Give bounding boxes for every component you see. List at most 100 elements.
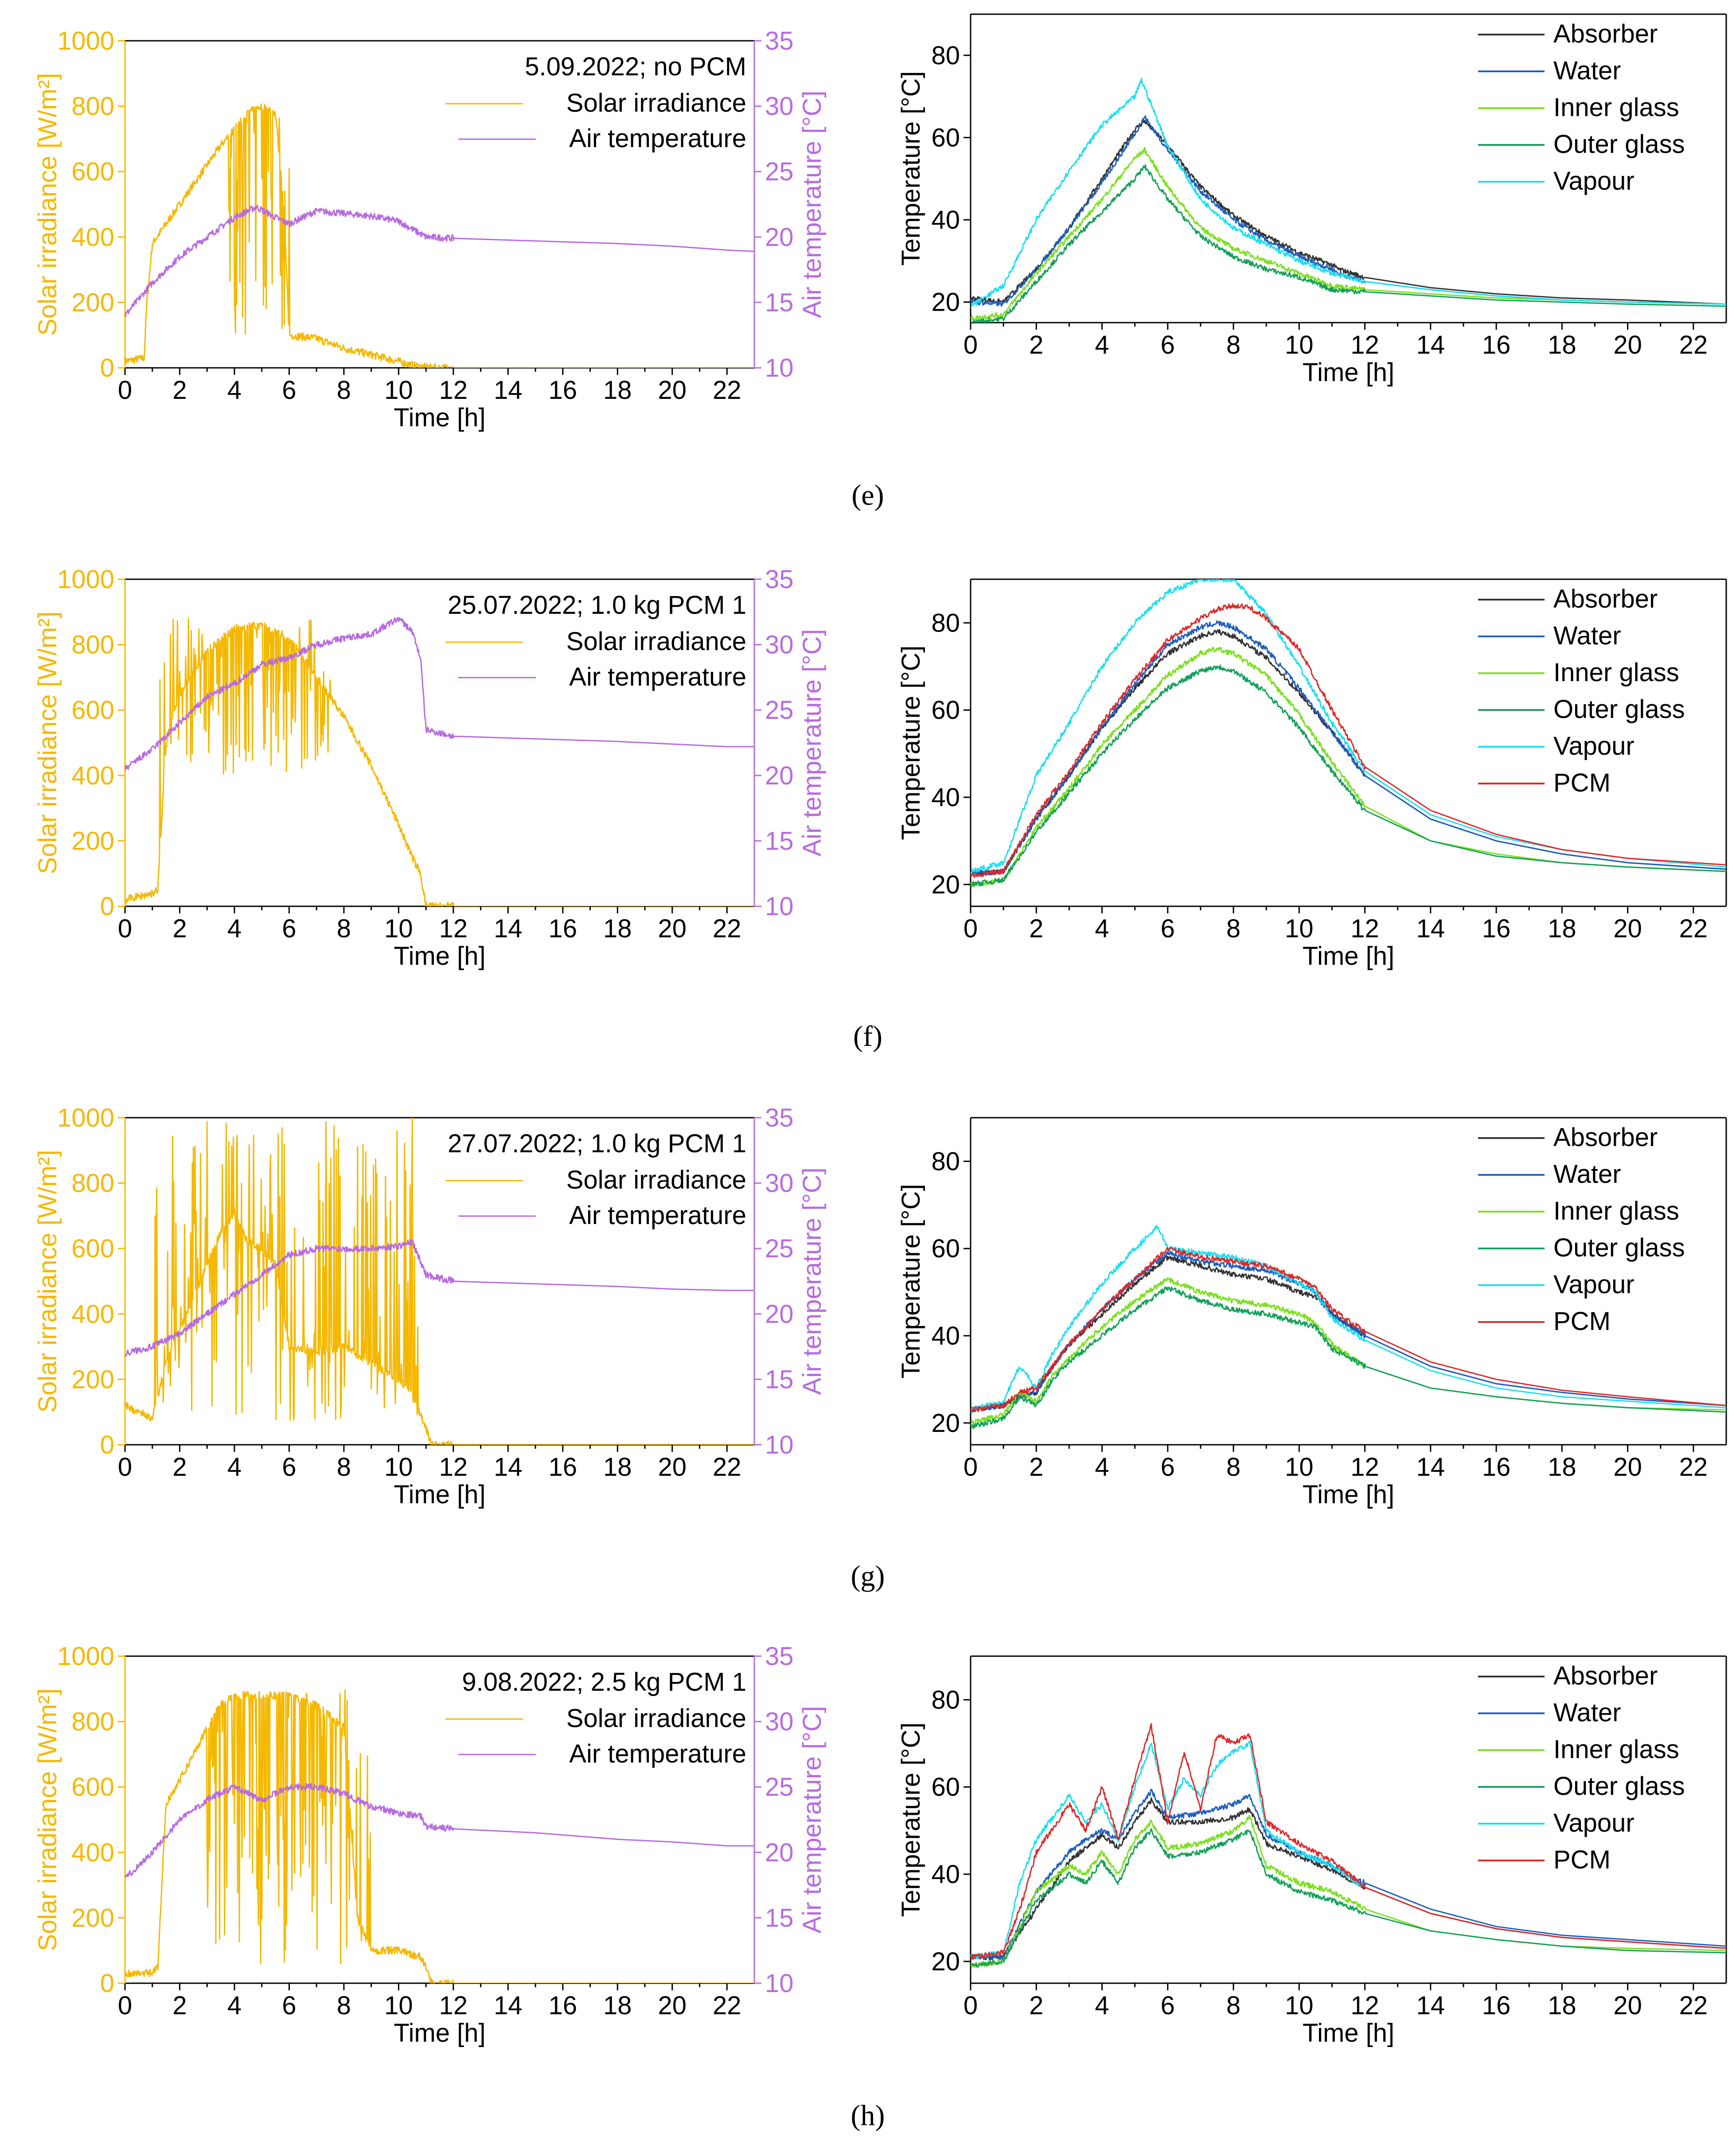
x-tick-label: 6 <box>282 1991 296 2020</box>
plot-area <box>971 78 1726 323</box>
y-tick-label: 400 <box>71 761 114 790</box>
y-tick-label: 200 <box>71 827 114 855</box>
x-tick-label: 22 <box>1679 914 1708 943</box>
x-tick-label: 6 <box>1161 1991 1175 2020</box>
y2-tick-label: 15 <box>765 1365 794 1394</box>
x-tick-label: 16 <box>549 1453 577 1482</box>
x-tick-label: 10 <box>1285 1991 1314 2020</box>
series-line-solar-irradiance <box>125 1118 754 1445</box>
y-tick-label: 60 <box>931 696 960 725</box>
x-tick-label: 22 <box>1679 1453 1708 1482</box>
y-tick-label: 1000 <box>57 565 114 594</box>
x-tick-label: 20 <box>1613 1453 1642 1482</box>
legend-label-water: Water <box>1553 1160 1621 1189</box>
plot-area <box>125 1689 754 1983</box>
legend-label-air-temperature: Air temperature <box>569 663 746 691</box>
x-tick-label: 6 <box>282 914 296 943</box>
chart-g-right: 0 2 4 6 8 10 12 14 16 18 20 22 Time [h] 20 40 60 80Tempe… <box>897 1117 1727 1509</box>
y2-tick-label: 10 <box>765 1431 794 1459</box>
legend-label-inner-glass: Inner glass <box>1553 1735 1679 1764</box>
x-tick-label: 4 <box>1095 1453 1109 1482</box>
y-tick-label: 800 <box>71 1169 114 1198</box>
caption-g: (g) <box>851 1560 885 1592</box>
x-tick-label: 0 <box>964 331 978 359</box>
x-tick-label: 10 <box>384 1453 413 1482</box>
x-tick-label: 0 <box>118 914 132 943</box>
caption-e: (e) <box>851 479 884 511</box>
y-tick-label: 1000 <box>57 1104 114 1132</box>
plot-area <box>971 1723 1726 1968</box>
x-tick-label: 14 <box>1416 331 1445 359</box>
legend-label-solar-irradiance: Solar irradiance <box>566 1166 746 1194</box>
y-tick-label: 0 <box>100 354 114 382</box>
x-tick-label: 2 <box>172 1453 187 1482</box>
x-tick-label: 10 <box>1285 331 1314 359</box>
x-tick-label: 12 <box>439 914 468 943</box>
y-tick-label: 1000 <box>57 1642 114 1671</box>
legend-label-solar-irradiance: Solar irradiance <box>566 1704 746 1733</box>
y-tick-label: 80 <box>931 1685 960 1714</box>
y2-tick-label: 15 <box>765 288 794 317</box>
plot-area <box>971 1225 1726 1429</box>
y-tick-label: 0 <box>100 892 114 921</box>
series-line-solar-irradiance <box>125 1689 754 1983</box>
series-line-outer-glass <box>971 1828 1726 1968</box>
x-tick-label: 16 <box>1482 331 1511 359</box>
legend-label-water: Water <box>1553 56 1621 85</box>
x-tick-label: 2 <box>1029 331 1043 359</box>
x-tick-label: 0 <box>964 914 978 943</box>
x-axis-label: Time [h] <box>394 403 485 432</box>
y-tick-label: 600 <box>71 1773 114 1802</box>
plot-area <box>971 579 1726 888</box>
y-tick-label: 40 <box>931 1860 960 1889</box>
x-tick-label: 6 <box>1161 331 1175 359</box>
chart-title: 25.07.2022; 1.0 kg PCM 1 <box>448 591 746 620</box>
x-tick-label: 18 <box>1548 914 1576 943</box>
x-axis-label: Time [h] <box>394 942 485 971</box>
y-tick-label: 1000 <box>57 27 114 55</box>
y-tick-label: 0 <box>100 1969 114 1998</box>
y-axis-label: Temperature [°C] <box>897 1722 925 1917</box>
x-tick-label: 8 <box>337 1991 351 2020</box>
x-tick-label: 20 <box>1613 331 1642 359</box>
x-tick-label: 20 <box>658 914 687 943</box>
y-tick-label: 400 <box>71 223 114 252</box>
x-tick-label: 22 <box>713 1991 741 2020</box>
caption-h: (h) <box>851 2099 885 2132</box>
legend-label-vapour: Vapour <box>1553 1809 1635 1837</box>
y-tick-label: 200 <box>71 1903 114 1932</box>
y-tick-label: 40 <box>931 206 960 234</box>
legend-label-absorber: Absorber <box>1553 585 1658 613</box>
x-tick-label: 16 <box>1482 914 1511 943</box>
x-tick-label: 2 <box>1029 1991 1043 2020</box>
y-tick-label: 800 <box>71 631 114 659</box>
legend-label-water: Water <box>1553 1698 1621 1727</box>
series-line-air-temperature <box>125 204 754 318</box>
y-tick-label: 20 <box>931 288 960 317</box>
x-tick-label: 2 <box>1029 1453 1043 1482</box>
series-line-outer-glass <box>971 1286 1726 1429</box>
x-tick-label: 20 <box>658 1453 687 1482</box>
plot-area <box>125 617 754 906</box>
x-tick-label: 0 <box>118 1991 132 2020</box>
x-tick-label: 10 <box>384 1991 413 2020</box>
y-tick-label: 600 <box>71 1234 114 1263</box>
y2-tick-label: 25 <box>765 157 794 186</box>
y2-axis-label: Air temperature [°C] <box>798 1706 827 1933</box>
y2-tick-label: 30 <box>765 631 794 659</box>
y-tick-label: 200 <box>71 1365 114 1394</box>
legend-label-pcm: PCM <box>1553 768 1611 797</box>
x-tick-label: 14 <box>494 1991 523 2020</box>
x-tick-label: 14 <box>494 376 523 405</box>
series-line-pcm <box>971 1247 1726 1412</box>
x-tick-label: 16 <box>549 1991 577 2020</box>
x-tick-label: 20 <box>658 1991 687 2020</box>
series-line-air-temperature <box>125 1239 754 1357</box>
x-tick-label: 16 <box>549 376 577 405</box>
y-axis-label: Solar irradiance [W/m²] <box>33 1150 62 1412</box>
y2-tick-label: 30 <box>765 92 794 121</box>
x-tick-label: 20 <box>1613 914 1642 943</box>
y2-tick-label: 15 <box>765 827 794 855</box>
x-axis-label: Time [h] <box>1303 2019 1394 2047</box>
series-line-inner-glass <box>971 1815 1726 1968</box>
